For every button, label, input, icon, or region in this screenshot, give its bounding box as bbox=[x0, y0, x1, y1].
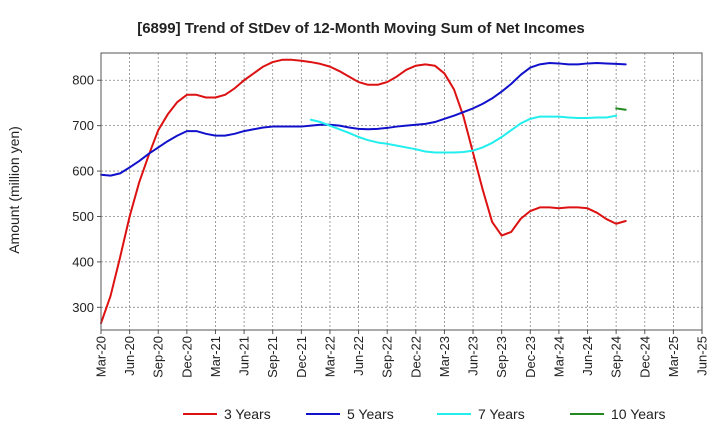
legend-label: 5 Years bbox=[347, 406, 394, 422]
x-tick-label: Sep-23 bbox=[494, 336, 509, 378]
x-tick-label: Jun-20 bbox=[122, 336, 137, 376]
x-tick-label: Mar-22 bbox=[322, 336, 337, 377]
x-tick-label: Sep-20 bbox=[151, 336, 166, 378]
y-tick-label: 500 bbox=[72, 209, 94, 224]
x-tick-label: Mar-24 bbox=[551, 336, 566, 377]
legend-label: 3 Years bbox=[224, 406, 271, 422]
x-tick-label: Dec-24 bbox=[637, 336, 652, 378]
y-tick-label: 600 bbox=[72, 164, 94, 179]
x-tick-label: Dec-21 bbox=[294, 336, 309, 378]
x-tick-label: Sep-22 bbox=[380, 336, 395, 378]
x-tick-label: Mar-23 bbox=[437, 336, 452, 377]
series-line bbox=[100, 58, 627, 325]
x-tick-label: Sep-24 bbox=[609, 336, 624, 378]
x-tick-label: Dec-20 bbox=[179, 336, 194, 378]
plot-frame bbox=[100, 52, 703, 331]
series-line bbox=[309, 114, 618, 154]
legend-label: 10 Years bbox=[611, 406, 666, 422]
y-tick-label: 400 bbox=[72, 254, 94, 269]
y-axis-label: Amount (million yen) bbox=[6, 126, 22, 254]
x-tick-label: Mar-20 bbox=[94, 336, 109, 377]
legend-label: 7 Years bbox=[478, 406, 525, 422]
x-tick-label: Mar-25 bbox=[666, 336, 681, 377]
x-tick-label: Dec-23 bbox=[523, 336, 538, 378]
x-tick-label: Dec-22 bbox=[408, 336, 423, 378]
series-line bbox=[615, 107, 627, 111]
x-axis-ticks: Mar-20 Jun-20 Sep-20 Dec-20 Mar-21 Jun-21 Sep-… bbox=[94, 330, 710, 378]
y-axis-ticks: 300 400 500 600 700 800 bbox=[72, 73, 101, 315]
chart-title: [6899] Trend of StDev of 12-Month Moving… bbox=[137, 20, 585, 37]
x-tick-label: Jun-24 bbox=[580, 336, 595, 376]
x-tick-label: Jun-25 bbox=[695, 336, 710, 376]
x-tick-label: Sep-21 bbox=[265, 336, 280, 378]
y-tick-label: 800 bbox=[72, 73, 94, 88]
series-line bbox=[100, 61, 627, 177]
x-tick-label: Jun-22 bbox=[351, 336, 366, 376]
x-tick-label: Jun-23 bbox=[466, 336, 481, 376]
x-tick-label: Mar-21 bbox=[208, 336, 223, 377]
y-tick-label: 300 bbox=[72, 300, 94, 315]
x-tick-label: Jun-21 bbox=[237, 336, 252, 376]
series-layer bbox=[100, 58, 627, 325]
y-tick-label: 700 bbox=[72, 118, 94, 133]
legend: 3 Years 5 Years 7 Years 10 Years bbox=[183, 406, 666, 422]
